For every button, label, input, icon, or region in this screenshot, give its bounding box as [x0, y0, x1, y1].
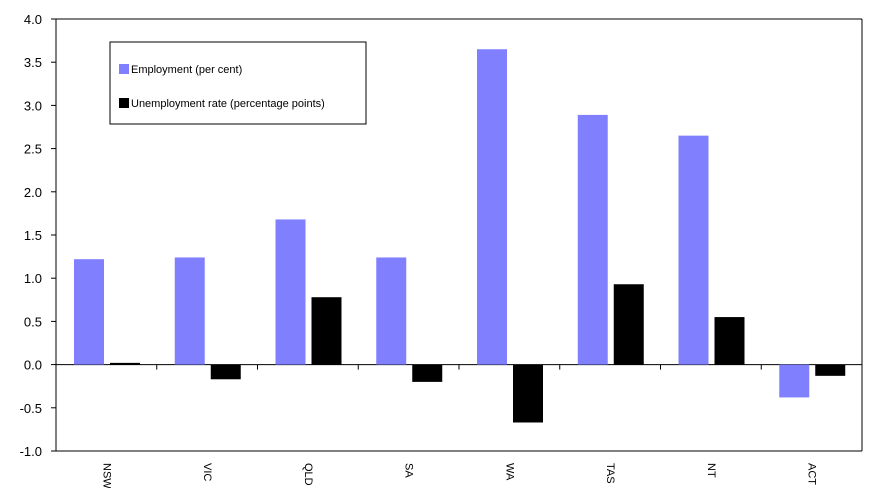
bar-employment-wa: [477, 49, 507, 365]
y-tick-label: -1.0: [20, 444, 42, 459]
bar-unemployment-rate-act: [815, 364, 846, 376]
y-tick-label: -0.5: [20, 401, 42, 416]
legend: Employment (per cent) Unemployment rate …: [109, 41, 367, 125]
x-category-label-qld: QLD: [302, 463, 314, 486]
bar-unemployment-rate-nt: [714, 317, 745, 365]
legend-swatch-unemployment-rate: [119, 98, 129, 108]
legend-swatch-employment: [119, 64, 129, 74]
x-category-label-nt: NT: [705, 463, 717, 478]
bar-unemployment-rate-vic: [210, 364, 241, 380]
y-tick-label: 2.5: [24, 142, 42, 157]
bar-employment-nt: [678, 135, 709, 365]
bar-employment-nsw: [74, 259, 104, 365]
y-tick-label: 1.5: [24, 228, 42, 243]
y-tick-label: 0.0: [24, 358, 42, 373]
x-category-label-act: ACT: [806, 463, 818, 485]
axes: [55, 18, 863, 452]
y-tick-label: 4.0: [24, 12, 42, 27]
x-category-label-sa: SA: [403, 463, 415, 478]
bar-employment-tas: [577, 114, 608, 365]
bar-unemployment-rate-nsw: [110, 362, 140, 365]
y-axis-ticks: 4.0 3.5 3.0 2.5 2.0 1.5 1.0 0.5 0.0 -0.5 -1.0: [20, 12, 56, 459]
bar-employment-qld: [275, 219, 306, 365]
y-tick-label: 0.5: [24, 314, 42, 329]
x-category-label-tas: TAS: [604, 463, 616, 484]
bar-employment-vic: [174, 257, 205, 365]
bars: [74, 49, 846, 423]
x-category-label-wa: WA: [503, 463, 515, 481]
bar-employment-act: [779, 364, 810, 398]
bar-employment-sa: [376, 257, 407, 365]
x-category-label-nsw: NSW: [100, 463, 112, 488]
y-tick-label: 3.5: [24, 55, 42, 70]
y-tick-label: 1.0: [24, 271, 42, 286]
x-axis-labels: NSW VIC QLD SA WA TAS NT ACT: [100, 463, 817, 488]
x-category-label-vic: VIC: [201, 463, 213, 481]
legend-label-employment: Employment (per cent): [131, 64, 242, 76]
bar-unemployment-rate-wa: [513, 364, 543, 423]
y-tick-label: 2.0: [24, 185, 42, 200]
bar-unemployment-rate-sa: [412, 364, 443, 382]
bar-unemployment-rate-qld: [311, 297, 342, 365]
y-tick-label: 3.0: [24, 98, 42, 113]
legend-box: [109, 41, 367, 125]
legend-label-unemployment-rate: Unemployment rate (percentage points): [131, 98, 325, 110]
bar-unemployment-rate-tas: [613, 284, 644, 365]
